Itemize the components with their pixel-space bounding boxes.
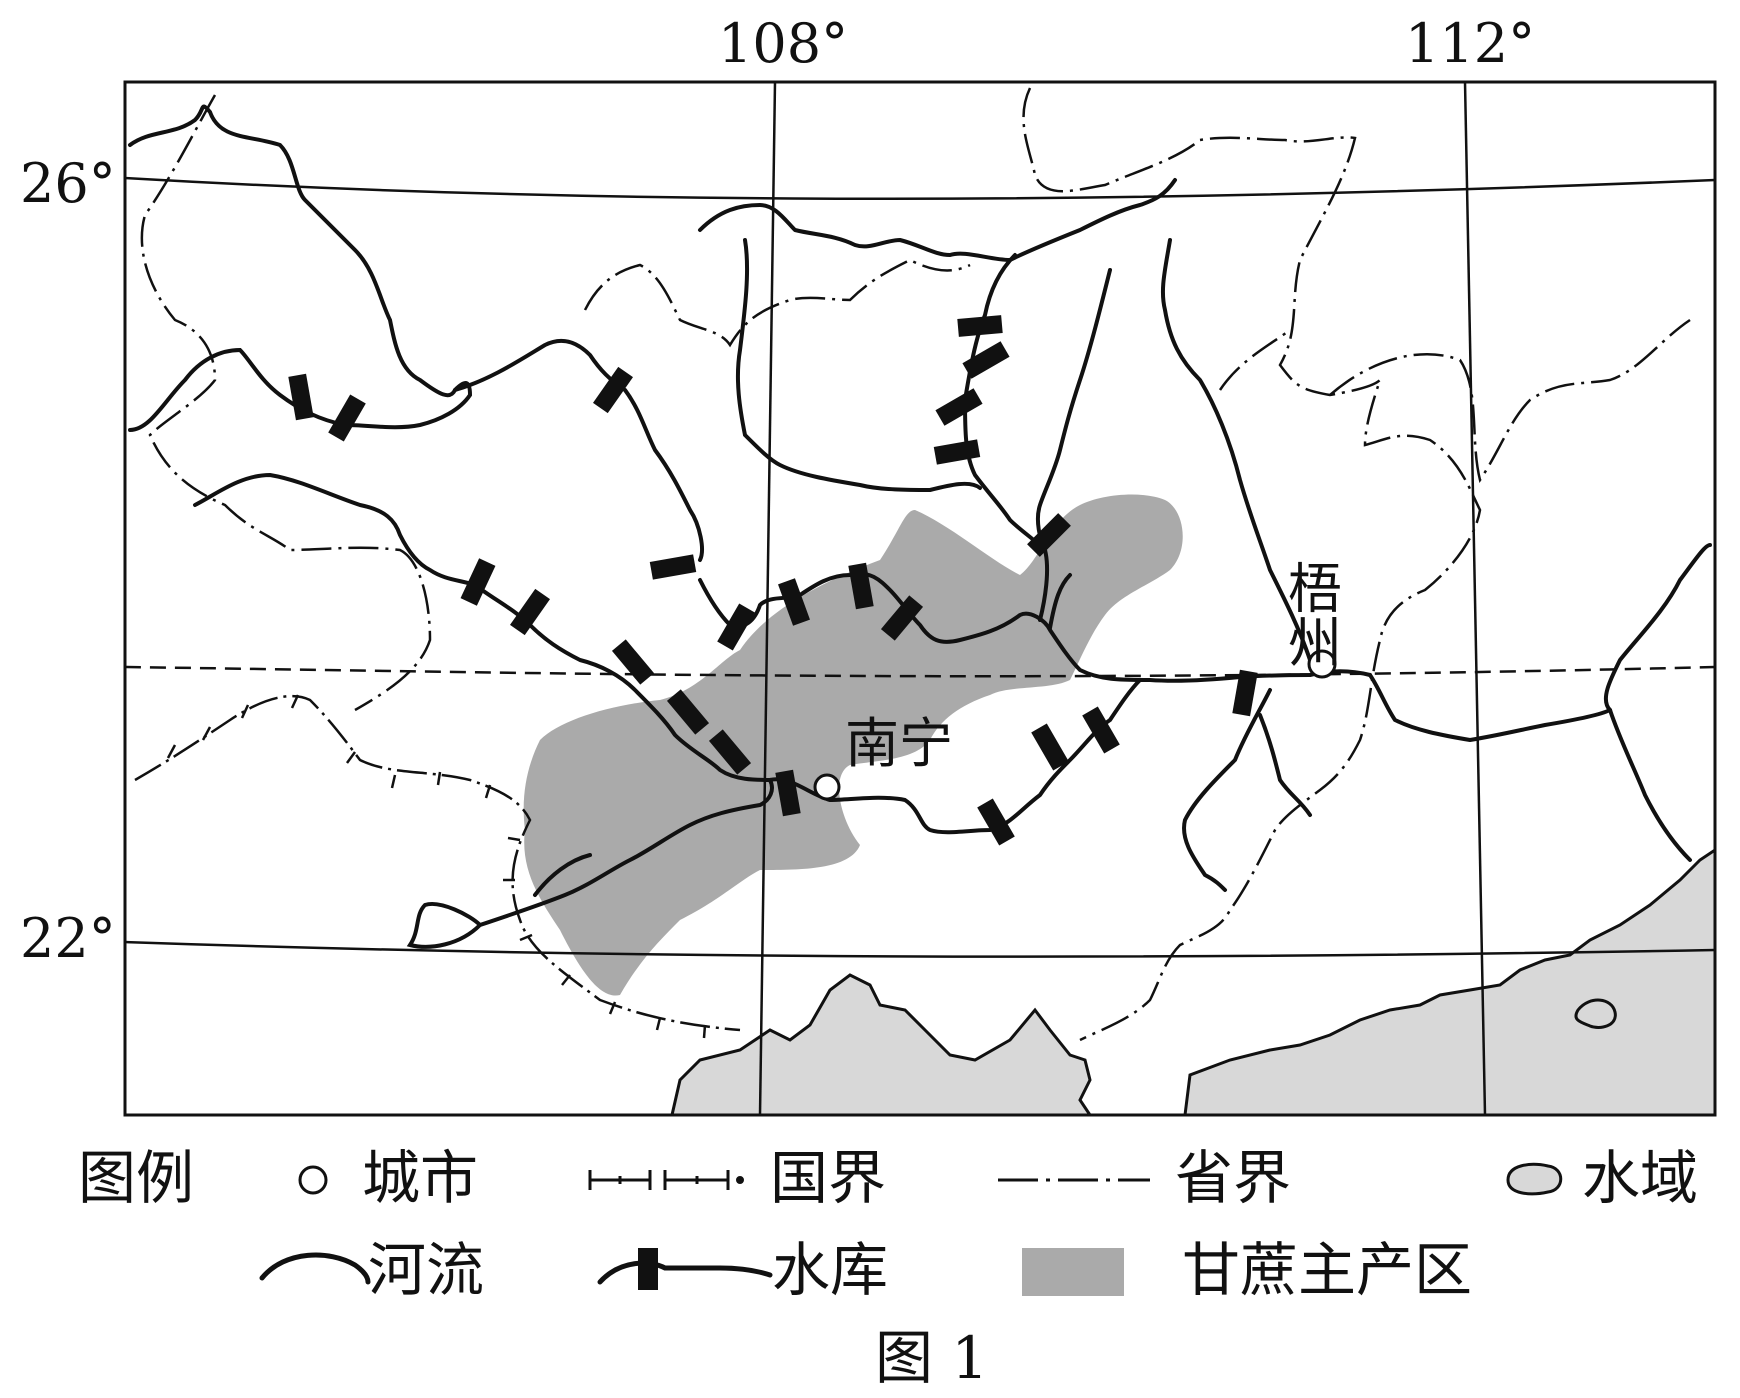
tropic-of-cancer	[124, 665, 1716, 678]
city-wuzhou-marker	[1307, 649, 1337, 679]
city-nanning-marker	[813, 773, 841, 801]
longitude-label-112: 112°	[1405, 12, 1535, 75]
meridian-112	[1463, 81, 1487, 1116]
legend-water-label: 水域	[1582, 1144, 1698, 1212]
city-label-nanning: 南宁	[845, 712, 953, 775]
provincial-borders	[140, 87, 1691, 1042]
legend-city-label: 城市	[362, 1144, 478, 1212]
legend-reservoir-label: 水库	[772, 1236, 888, 1304]
legend-sugarcane-label: 甘蔗主产区	[1182, 1236, 1472, 1304]
legend-river-label: 河流	[368, 1236, 484, 1304]
reservoirs	[288, 315, 1258, 846]
legend-river-symbol	[259, 1252, 371, 1285]
sugarcane-production-area	[523, 494, 1183, 996]
legend-national-border-label: 国界	[770, 1144, 886, 1212]
legend-sugarcane-symbol	[1022, 1248, 1124, 1296]
map-frame-border	[123, 80, 1717, 1117]
legend-national-border-symbol	[588, 1170, 744, 1190]
latitude-label-22: 22°	[20, 907, 116, 970]
legend-title: 图例	[78, 1144, 194, 1212]
parallel-22	[124, 940, 1716, 958]
legend-reservoir-symbol	[638, 1248, 658, 1290]
latitude-label-26: 26°	[20, 152, 116, 215]
longitude-label-108: 108°	[718, 12, 848, 75]
island-water	[1574, 998, 1617, 1029]
legend-reservoir-line	[597, 1260, 773, 1285]
parallel-26	[124, 176, 1716, 201]
national-border	[134, 694, 741, 1032]
sea-water-area-east	[1183, 847, 1717, 1117]
legend-water-symbol	[1506, 1162, 1563, 1196]
city-label-wuzhou: 梧州	[1279, 560, 1342, 668]
rivers	[128, 104, 1712, 949]
sea-water-area	[670, 973, 1093, 1117]
legend-city-symbol	[298, 1165, 328, 1195]
legend-provincial-border-label: 省界	[1175, 1144, 1291, 1212]
national-border-ticks	[166, 694, 707, 1039]
figure-caption: 图 1	[875, 1324, 988, 1392]
